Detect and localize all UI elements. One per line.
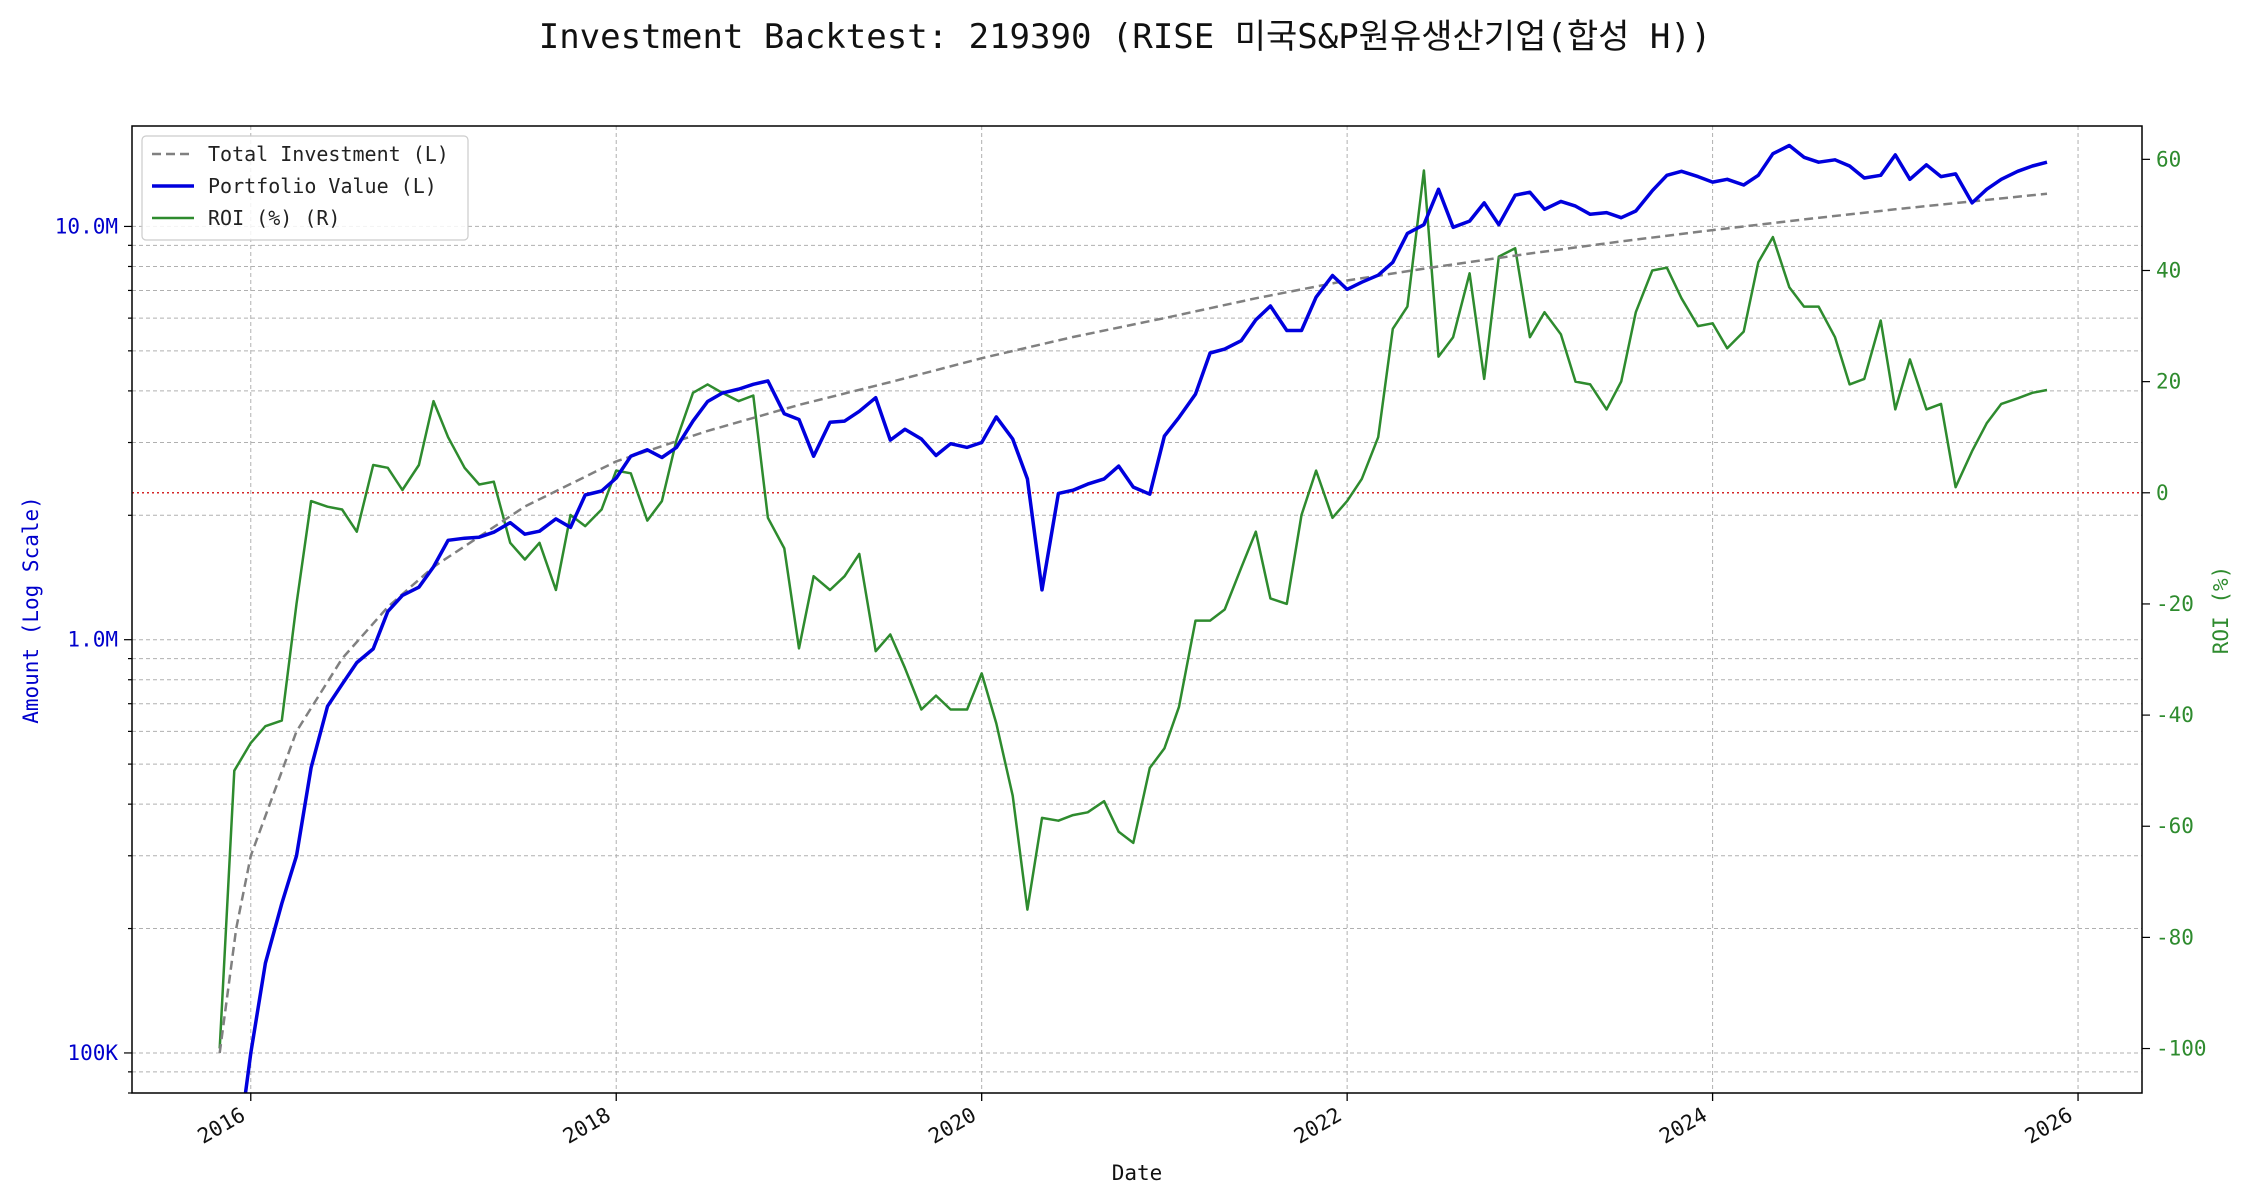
left-axis-label: Amount (Log Scale) [19, 496, 43, 724]
plot-area [132, 143, 2142, 1093]
right-tick-label: 40 [2156, 258, 2181, 282]
legend-box [141, 135, 469, 241]
right-tick-label: -100 [2156, 1037, 2207, 1061]
right-axis-label: ROI (%) [2209, 566, 2233, 655]
right-tick-label: -60 [2156, 814, 2194, 838]
right-tick-label: 60 [2156, 147, 2181, 171]
left-tick-label: 100K [67, 1041, 118, 1065]
right-tick-label: -80 [2156, 925, 2194, 949]
x-axis-label: Date [1112, 1161, 1163, 1185]
chart-title: Investment Backtest: 219390 (RISE 미국S&P원… [539, 17, 1712, 57]
plot-frame [131, 125, 2143, 1094]
legend-label-portfolio-value: Portfolio Value (L) [208, 174, 437, 198]
grid-lines [132, 126, 2142, 1094]
left-tick-label: 10.0M [55, 214, 118, 238]
total-investment-line [218, 192, 2048, 1054]
roi-line [218, 169, 2048, 1049]
left-tick-label: 1.0M [67, 628, 118, 652]
right-tick-label: 20 [2156, 370, 2181, 394]
portfolio-value-line [243, 143, 2048, 1093]
right-tick-label: 0 [2156, 481, 2169, 505]
right-tick-label: -20 [2156, 592, 2194, 616]
legend-label-roi: ROI (%) (R) [208, 206, 340, 230]
legend-label-total-investment: Total Investment (L) [208, 142, 449, 166]
right-tick-label: -40 [2156, 703, 2194, 727]
legend: Total Investment (L) Portfolio Value (L)… [141, 135, 469, 241]
